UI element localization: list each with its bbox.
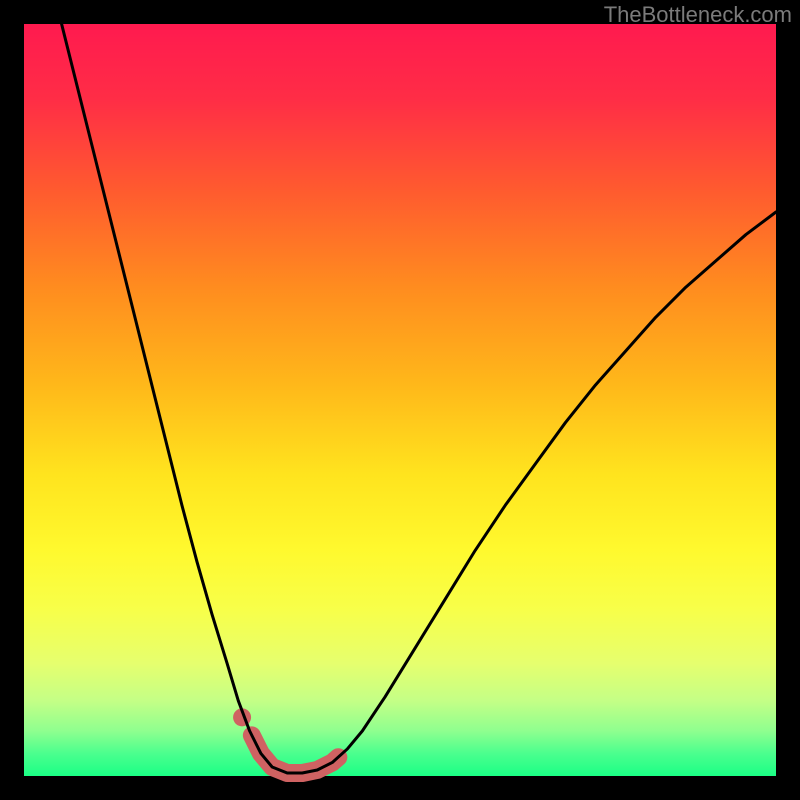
watermark-text: TheBottleneck.com bbox=[604, 2, 792, 28]
bottleneck-chart: TheBottleneck.com bbox=[0, 0, 800, 800]
plot-background bbox=[24, 24, 776, 776]
chart-canvas bbox=[0, 0, 800, 800]
